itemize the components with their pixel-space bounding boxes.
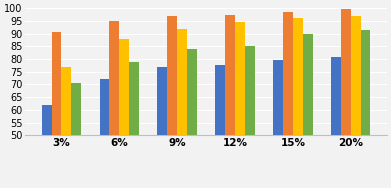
Bar: [52, 32, 61, 188]
Bar: [225, 14, 235, 188]
Bar: [303, 34, 312, 188]
Bar: [235, 22, 245, 188]
Bar: [245, 46, 255, 188]
Bar: [361, 30, 370, 188]
Bar: [341, 9, 351, 188]
Bar: [187, 49, 197, 188]
Bar: [177, 29, 187, 188]
Bar: [61, 67, 71, 188]
Bar: [273, 60, 283, 188]
Bar: [293, 18, 303, 188]
Bar: [331, 57, 341, 188]
Bar: [109, 21, 119, 188]
Bar: [71, 83, 81, 188]
Bar: [119, 39, 129, 188]
Bar: [100, 79, 109, 188]
Bar: [158, 67, 167, 188]
Bar: [129, 62, 139, 188]
Bar: [167, 16, 177, 188]
Bar: [42, 105, 52, 188]
Bar: [283, 12, 293, 188]
Bar: [215, 65, 225, 188]
Bar: [351, 16, 361, 188]
